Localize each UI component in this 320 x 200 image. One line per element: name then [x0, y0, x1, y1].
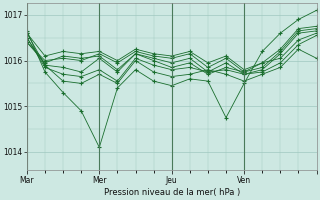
X-axis label: Pression niveau de la mer( hPa ): Pression niveau de la mer( hPa ): [104, 188, 240, 197]
